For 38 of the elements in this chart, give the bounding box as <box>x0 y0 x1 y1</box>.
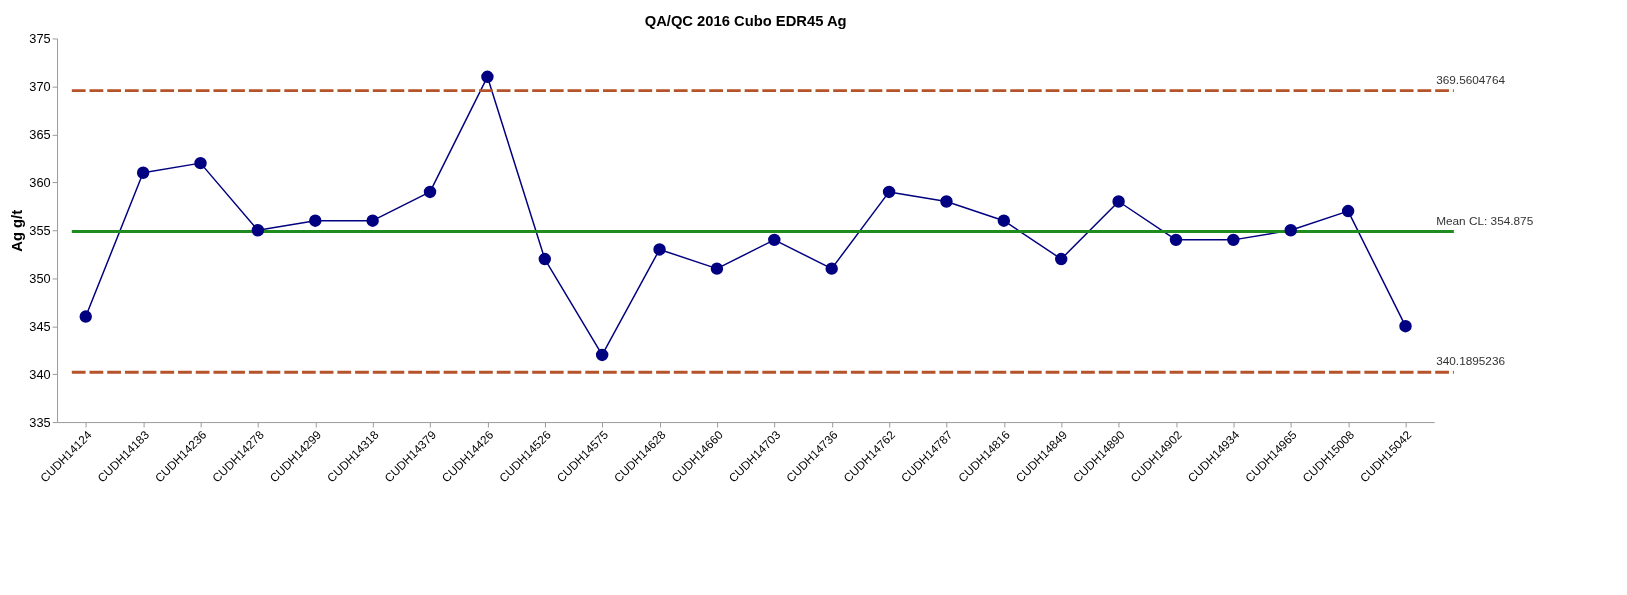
point <box>251 224 265 237</box>
point <box>825 262 838 275</box>
y-tick-label: 370 <box>29 78 51 94</box>
point <box>1112 195 1125 208</box>
point <box>366 214 379 227</box>
point <box>309 214 322 227</box>
y-tick-label: 360 <box>29 174 51 190</box>
point <box>1169 233 1183 247</box>
y-tick-label: 365 <box>29 126 51 142</box>
point <box>538 252 552 266</box>
point <box>768 233 781 247</box>
point <box>481 70 494 84</box>
y-tick-label: 375 <box>29 30 51 46</box>
point <box>194 156 207 170</box>
y-tick-label: 335 <box>29 414 51 430</box>
chart-title: QA/QC 2016 Cubo EDR45 Ag <box>644 12 847 29</box>
point <box>1055 252 1068 266</box>
point <box>940 195 953 208</box>
y-tick-label: 350 <box>29 270 51 286</box>
ref-line-label: 340.1895236 <box>1436 354 1506 369</box>
point <box>997 214 1011 227</box>
ref-line-label: Mean CL: 354.875 <box>1436 213 1534 228</box>
point <box>882 185 896 199</box>
point <box>710 262 724 275</box>
point <box>136 166 150 179</box>
ref-line-label: 369.5604764 <box>1436 72 1506 87</box>
point <box>423 185 437 199</box>
y-tick-label: 340 <box>29 366 51 382</box>
point <box>595 348 609 362</box>
point <box>1399 319 1412 333</box>
point <box>1341 204 1355 218</box>
y-tick-label: 355 <box>29 222 51 238</box>
point <box>79 310 92 323</box>
y-axis-title: Ag g/t <box>9 209 26 252</box>
point <box>1227 233 1240 247</box>
point <box>653 243 666 256</box>
point <box>1284 224 1297 237</box>
y-tick-label: 345 <box>29 318 51 334</box>
